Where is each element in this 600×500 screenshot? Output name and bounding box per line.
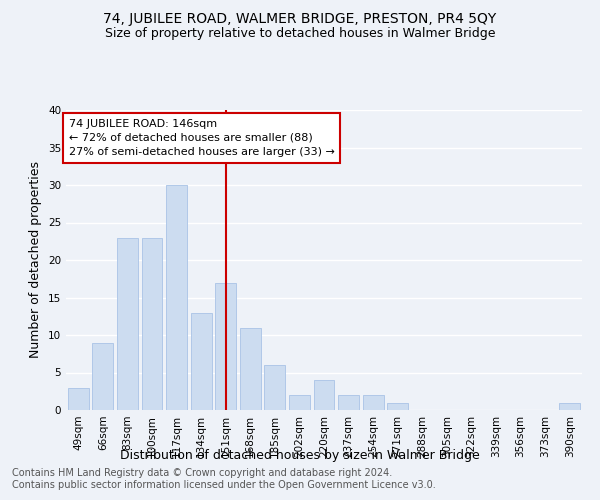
- Bar: [215, 282, 236, 410]
- Bar: [240, 328, 261, 410]
- Bar: [314, 380, 334, 410]
- Y-axis label: Number of detached properties: Number of detached properties: [29, 162, 43, 358]
- Bar: [362, 395, 383, 410]
- Bar: [191, 312, 212, 410]
- Text: Contains public sector information licensed under the Open Government Licence v3: Contains public sector information licen…: [12, 480, 436, 490]
- Bar: [142, 238, 163, 410]
- Text: 74, JUBILEE ROAD, WALMER BRIDGE, PRESTON, PR4 5QY: 74, JUBILEE ROAD, WALMER BRIDGE, PRESTON…: [103, 12, 497, 26]
- Bar: [338, 395, 359, 410]
- Bar: [265, 365, 286, 410]
- Text: Contains HM Land Registry data © Crown copyright and database right 2024.: Contains HM Land Registry data © Crown c…: [12, 468, 392, 477]
- Bar: [166, 185, 187, 410]
- Text: 74 JUBILEE ROAD: 146sqm
← 72% of detached houses are smaller (88)
27% of semi-de: 74 JUBILEE ROAD: 146sqm ← 72% of detache…: [68, 119, 334, 157]
- Text: Size of property relative to detached houses in Walmer Bridge: Size of property relative to detached ho…: [105, 28, 495, 40]
- Bar: [387, 402, 408, 410]
- Bar: [289, 395, 310, 410]
- Bar: [117, 238, 138, 410]
- Bar: [559, 402, 580, 410]
- Bar: [92, 342, 113, 410]
- Bar: [68, 388, 89, 410]
- Text: Distribution of detached houses by size in Walmer Bridge: Distribution of detached houses by size …: [120, 448, 480, 462]
